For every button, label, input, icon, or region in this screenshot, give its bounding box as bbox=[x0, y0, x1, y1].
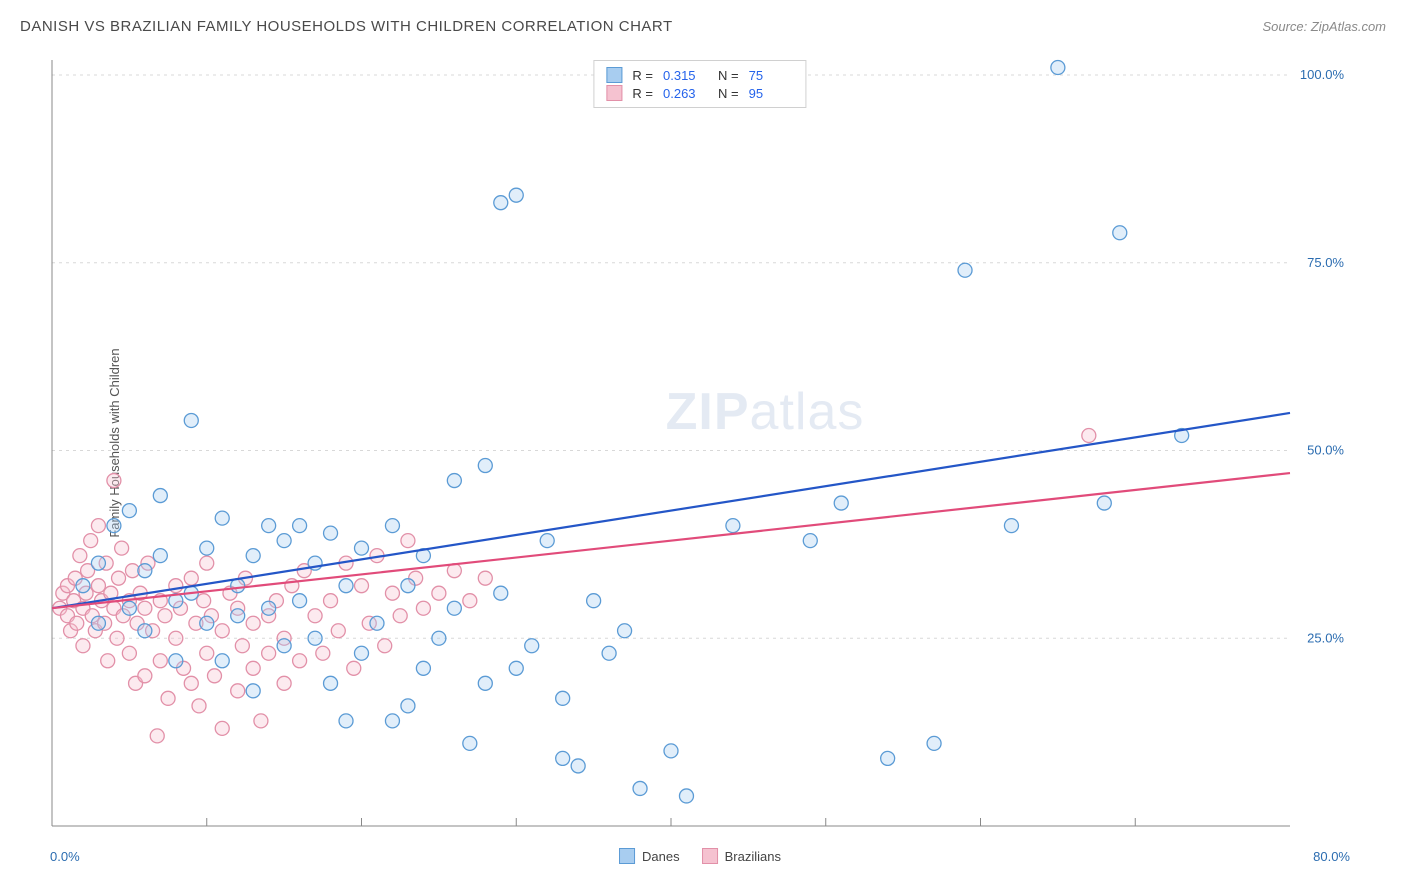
legend-bottom: Danes Brazilians bbox=[619, 848, 781, 864]
chart-source: Source: ZipAtlas.com bbox=[1262, 19, 1386, 34]
chart-title: DANISH VS BRAZILIAN FAMILY HOUSEHOLDS WI… bbox=[20, 18, 673, 35]
legend-correlation-box: R = 0.315 N = 75 R = 0.263 N = 95 bbox=[593, 60, 806, 108]
legend-item-brazilians: Brazilians bbox=[702, 848, 781, 864]
legend-r-label: R = bbox=[632, 68, 653, 83]
legend-n-label: N = bbox=[718, 68, 739, 83]
legend-r-value-danes: 0.315 bbox=[663, 68, 708, 83]
legend-r-label: R = bbox=[632, 86, 653, 101]
legend-row-danes: R = 0.315 N = 75 bbox=[606, 66, 793, 84]
legend-n-label: N = bbox=[718, 86, 739, 101]
swatch-danes-icon bbox=[619, 848, 635, 864]
swatch-danes-icon bbox=[606, 67, 622, 83]
legend-row-brazilians: R = 0.263 N = 95 bbox=[606, 84, 793, 102]
chart-area: Family Households with Children 25.0%50.… bbox=[50, 58, 1350, 828]
svg-text:50.0%: 50.0% bbox=[1307, 443, 1344, 458]
svg-text:25.0%: 25.0% bbox=[1307, 630, 1344, 645]
legend-label-danes: Danes bbox=[642, 849, 680, 864]
legend-n-value-brazilians: 95 bbox=[749, 86, 794, 101]
legend-r-value-brazilians: 0.263 bbox=[663, 86, 708, 101]
swatch-brazilians-icon bbox=[702, 848, 718, 864]
legend-item-danes: Danes bbox=[619, 848, 680, 864]
legend-n-value-danes: 75 bbox=[749, 68, 794, 83]
chart-header: DANISH VS BRAZILIAN FAMILY HOUSEHOLDS WI… bbox=[20, 18, 1386, 35]
x-axis-max-label: 80.0% bbox=[1313, 849, 1350, 864]
swatch-brazilians-icon bbox=[606, 85, 622, 101]
legend-label-brazilians: Brazilians bbox=[725, 849, 781, 864]
scatter-plot-svg: 25.0% 50.0% 75.0% 100.0% bbox=[50, 58, 1350, 828]
svg-text:75.0%: 75.0% bbox=[1307, 255, 1344, 270]
x-axis-min-label: 0.0% bbox=[50, 849, 80, 864]
svg-text:100.0%: 100.0% bbox=[1300, 67, 1345, 82]
